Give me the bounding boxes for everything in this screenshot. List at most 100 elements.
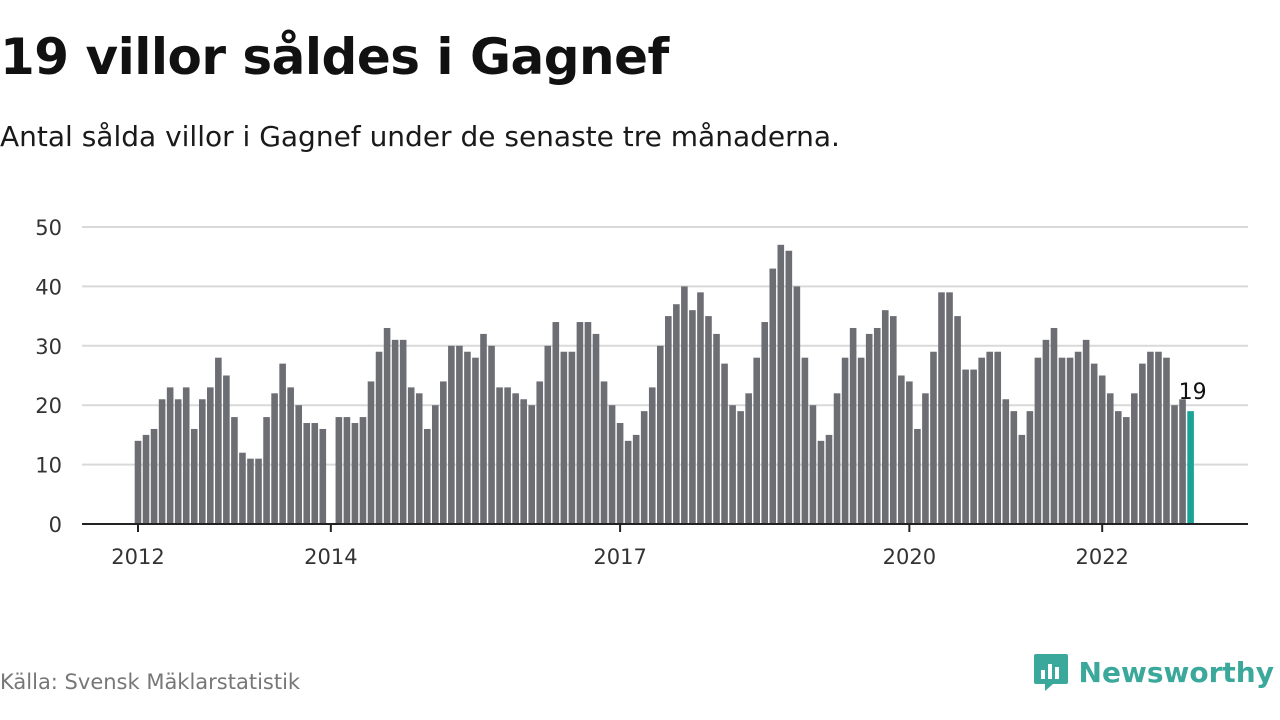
bar: [383, 327, 391, 524]
y-tick-label: 20: [35, 394, 62, 418]
bar: [1026, 411, 1034, 524]
y-axis-labels: 0 10 20 30 40 50: [35, 216, 62, 537]
bar: [946, 292, 953, 524]
bar: [295, 405, 302, 524]
bar: [1147, 351, 1154, 524]
bar: [785, 250, 793, 524]
bar: [930, 351, 937, 524]
newsworthy-logo-icon: [1033, 654, 1068, 691]
bar: [391, 339, 399, 524]
bar: [737, 411, 744, 524]
bar-chart: 0 10 20 30 40 50 2012 2014 2017 2020 2022 19: [35, 216, 1248, 569]
bar: [881, 310, 889, 524]
bar: [914, 428, 921, 524]
bar: [673, 304, 680, 524]
y-tick-label: 30: [35, 335, 62, 359]
bar: [857, 357, 865, 524]
bar: [335, 417, 343, 524]
bar: [223, 375, 230, 524]
bar: [640, 411, 648, 524]
bar: [713, 333, 720, 524]
chart-subtitle: Antal sålda villor i Gagnef under de sen…: [0, 120, 840, 153]
bar: [994, 351, 1002, 524]
bar: [841, 357, 849, 524]
bar: [142, 434, 150, 524]
x-tick-label: 2014: [304, 545, 357, 569]
bar: [689, 310, 696, 524]
bar: [1082, 339, 1090, 524]
bar: [970, 369, 977, 524]
bar: [1171, 405, 1178, 524]
bar: [584, 322, 592, 524]
bar: [488, 345, 495, 524]
bar: [648, 387, 656, 524]
bar: [150, 428, 158, 524]
bar: [440, 381, 447, 524]
bar: [263, 417, 270, 524]
bar: [1002, 399, 1010, 524]
bar: [769, 268, 777, 524]
bar: [721, 363, 728, 524]
bar: [198, 399, 206, 524]
bar: [1179, 399, 1186, 524]
y-tick-label: 10: [35, 454, 62, 478]
bar: [777, 244, 785, 524]
bar: [415, 393, 423, 524]
bar: [239, 452, 246, 524]
bar: [215, 357, 222, 524]
bar: [986, 351, 994, 524]
bar: [1058, 357, 1066, 524]
bar: [279, 363, 286, 524]
y-tick-label: 40: [35, 275, 62, 299]
bar: [1123, 417, 1130, 524]
bar: [247, 458, 254, 524]
x-tick-label: 2017: [593, 545, 646, 569]
bar: [608, 405, 616, 524]
bar: [1074, 351, 1082, 524]
bar: [504, 387, 511, 524]
bar: [343, 417, 351, 524]
highlight-value-label: 19: [1179, 380, 1207, 405]
bar: [351, 423, 359, 524]
brand: Newsworthy: [1033, 652, 1274, 692]
bar: [697, 292, 704, 524]
bar: [624, 440, 632, 524]
bar: [311, 423, 319, 524]
bar: [898, 375, 905, 524]
brand-name: Newsworthy: [1078, 655, 1274, 689]
bar: [922, 393, 929, 524]
bar: [552, 322, 560, 524]
bar: [207, 387, 214, 524]
bar: [158, 399, 166, 524]
bar: [367, 381, 375, 524]
bar: [464, 351, 471, 524]
bar: [576, 322, 584, 524]
bar: [1139, 363, 1146, 524]
bar: [568, 351, 576, 524]
source-note: Källa: Svensk Mäklarstatistik: [0, 670, 301, 694]
bar: [833, 393, 841, 524]
bar: [632, 434, 640, 524]
bar: [681, 286, 688, 524]
bar: [1163, 357, 1170, 524]
bar: [1106, 393, 1114, 524]
bar: [592, 333, 600, 524]
bar: [560, 351, 568, 524]
bar: [729, 405, 736, 524]
bar: [512, 393, 519, 524]
bar: [962, 369, 969, 524]
bar: [801, 357, 809, 524]
y-tick-label: 50: [35, 216, 62, 240]
x-tick-label: 2022: [1075, 545, 1128, 569]
bar: [761, 322, 769, 524]
bar: [520, 399, 527, 524]
x-tick-label: 2012: [111, 545, 164, 569]
bar: [255, 458, 262, 524]
x-tick-label: 2020: [883, 545, 936, 569]
chart-title: 19 villor såldes i Gagnef: [0, 28, 669, 86]
bar: [166, 387, 174, 524]
bar: [231, 417, 238, 524]
bar: [496, 387, 503, 524]
bar: [1042, 339, 1050, 524]
bar: [319, 428, 327, 524]
